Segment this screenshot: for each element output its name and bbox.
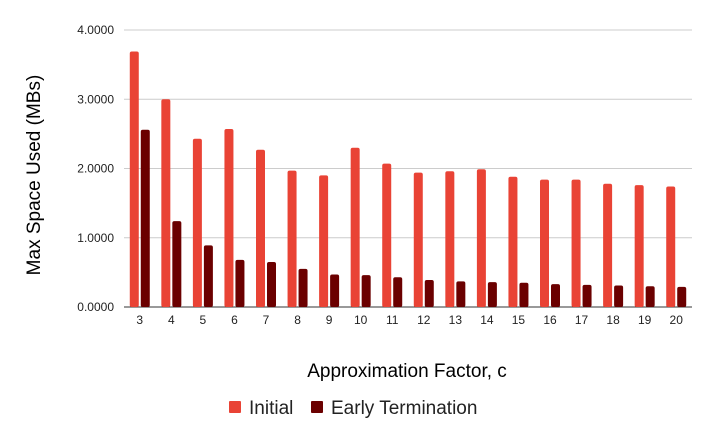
bar-initial-6 [224,129,234,307]
gridlines [124,29,692,308]
bar-initial-20 [666,186,676,307]
bar-initial-3 [129,51,139,307]
bar-early-termination-4 [172,221,182,307]
bar-early-termination-13 [456,281,466,307]
x-axis-title: Approximation Factor, c [307,361,507,382]
bar-early-termination-3 [140,129,150,307]
x-tick-label: 16 [543,313,557,327]
bar-initial-12 [413,172,423,307]
x-tick-label: 13 [449,313,463,327]
x-tick-label: 12 [417,313,431,327]
legend-swatch-early-termination [311,401,323,413]
x-axis-ticks: 3 4 5 6 7 8 9 10 11 12 13 14 15 16 17 18 19 20 [136,313,683,327]
x-tick-label: 4 [168,313,175,327]
y-axis-title: Max Space Used (MBs) [24,75,45,276]
y-tick-label: 0.0000 [77,300,114,314]
bar-early-termination-11 [393,277,403,307]
bar-early-termination-7 [267,261,276,307]
x-tick-label: 19 [638,313,652,327]
bar-initial-16 [540,179,549,307]
bar-early-termination-15 [519,282,529,307]
x-tick-label: 10 [354,313,368,327]
bar-early-termination-14 [487,282,497,307]
x-tick-label: 9 [326,313,333,327]
x-tick-label: 18 [606,313,620,327]
y-tick-label: 2.0000 [77,162,114,176]
bar-initial-19 [634,185,644,307]
x-tick-label: 5 [200,313,207,327]
x-tick-label: 11 [386,313,399,327]
bar-initial-17 [571,179,581,307]
x-tick-label: 6 [231,313,238,327]
bar-early-termination-18 [614,285,624,307]
x-tick-label: 17 [575,313,589,327]
bar-initial-18 [603,183,613,307]
bar-initial-4 [161,99,171,307]
bar-early-termination-12 [424,279,434,307]
y-tick-label: 1.0000 [77,231,114,245]
bar-early-termination-17 [582,284,592,307]
y-tick-label: 3.0000 [77,92,114,106]
bar-initial-7 [256,149,265,307]
bar-early-termination-6 [235,259,245,307]
bar-early-termination-9 [330,274,340,307]
y-tick-label: 4.0000 [77,23,114,37]
x-tick-label: 14 [480,313,494,327]
x-tick-label: 7 [263,313,270,327]
bar-early-termination-5 [203,245,213,307]
bar-initial-8 [287,170,297,307]
bar-initial-11 [382,163,392,307]
x-tick-label: 20 [670,313,684,327]
legend: Initial Early Termination [229,398,477,419]
bar-early-termination-8 [298,268,308,307]
bar-initial-15 [508,176,518,307]
bar-initial-5 [192,138,202,307]
bar-initial-14 [476,169,486,307]
bar-early-termination-20 [677,286,687,307]
bar-initial-9 [319,175,329,307]
bar-early-termination-19 [645,286,655,307]
bar-early-termination-10 [361,275,371,307]
x-tick-label: 8 [294,313,301,327]
bars [129,51,687,307]
x-tick-label: 15 [512,313,526,327]
bar-initial-10 [350,147,360,307]
bar-initial-13 [445,171,455,307]
x-tick-label: 3 [136,313,143,327]
legend-swatch-initial [229,401,241,413]
bar-early-termination-16 [551,284,560,307]
legend-label-early-termination: Early Termination [331,398,477,419]
legend-label-initial: Initial [249,398,293,419]
y-axis-ticks: 0.0000 1.0000 2.0000 3.0000 4.0000 [77,23,114,314]
